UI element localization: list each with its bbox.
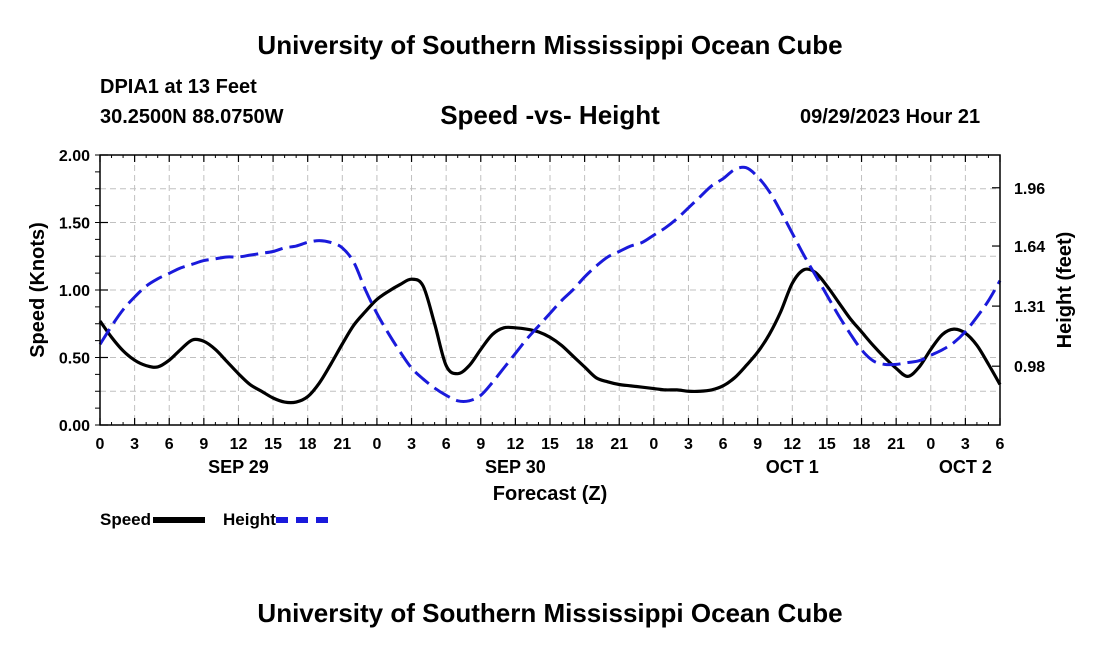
x-tick-label: 6 xyxy=(165,436,174,453)
grid-lines xyxy=(100,155,1000,425)
axis-labels: 0 3 6 9 12 15 18 21 0 3 6 9 12 15 18 21 0 3 6 9 12 15 18 21 0 3 6 S… xyxy=(59,148,1045,477)
day-label: OCT 1 xyxy=(766,457,819,477)
footer-title: University of Southern Mississippi Ocean… xyxy=(257,598,843,628)
day-label: SEP 29 xyxy=(208,457,269,477)
x-tick-label: 0 xyxy=(649,436,658,453)
x-tick-label: 0 xyxy=(926,436,935,453)
speed-series-line xyxy=(98,267,1002,405)
legend-height-swatch xyxy=(275,517,328,523)
x-tick-label: 21 xyxy=(610,436,628,453)
x-tick-label: 3 xyxy=(684,436,693,453)
y2-tick-label: 1.31 xyxy=(1014,299,1045,316)
x-tick-label: 9 xyxy=(476,436,485,453)
axis-ticks xyxy=(95,154,1001,426)
height-series-line xyxy=(98,165,1002,403)
x-tick-label: 3 xyxy=(130,436,139,453)
x-tick-label: 21 xyxy=(333,436,351,453)
y-tick-label: 1.50 xyxy=(59,216,90,233)
x-tick-label: 15 xyxy=(264,436,282,453)
station-coordinates: 30.2500N 88.0750W xyxy=(100,106,284,128)
chart-legend: Speed Height xyxy=(100,510,346,530)
y-axis-title: Speed (Knots) xyxy=(27,222,49,358)
legend-speed-swatch xyxy=(153,517,206,523)
y-tick-label: 1.00 xyxy=(59,283,90,300)
x-tick-label: 15 xyxy=(541,436,559,453)
day-label: OCT 2 xyxy=(939,457,992,477)
y-tick-label: 2.00 xyxy=(59,148,90,165)
day-label: SEP 30 xyxy=(485,457,546,477)
y2-tick-label: 1.96 xyxy=(1014,181,1045,198)
x-tick-label: 18 xyxy=(576,436,594,453)
y-tick-label: 0.00 xyxy=(59,418,90,435)
x-tick-label: 6 xyxy=(719,436,728,453)
x-tick-label: 3 xyxy=(407,436,416,453)
page-title: University of Southern Mississippi Ocean… xyxy=(257,30,843,60)
x-tick-label: 6 xyxy=(996,436,1005,453)
x-tick-label: 15 xyxy=(818,436,836,453)
y-tick-label: 0.50 xyxy=(59,351,90,368)
x-tick-label: 0 xyxy=(372,436,381,453)
series-lines xyxy=(98,165,1002,405)
x-tick-label: 18 xyxy=(299,436,317,453)
x-tick-label: 12 xyxy=(230,436,248,453)
y2-axis-title: Height (feet) xyxy=(1054,232,1076,349)
x-axis-title: Forecast (Z) xyxy=(493,483,607,505)
forecast-datetime: 09/29/2023 Hour 21 xyxy=(800,106,981,128)
y2-tick-label: 0.98 xyxy=(1014,359,1045,376)
chart-title: Speed -vs- Height xyxy=(440,100,660,130)
x-tick-label: 6 xyxy=(442,436,451,453)
legend-speed-label: Speed xyxy=(100,510,152,529)
x-tick-label: 3 xyxy=(961,436,970,453)
x-tick-label: 9 xyxy=(753,436,762,453)
legend-height-label: Height xyxy=(223,510,276,529)
x-tick-label: 0 xyxy=(96,436,105,453)
x-tick-label: 12 xyxy=(783,436,801,453)
x-tick-label: 21 xyxy=(887,436,905,453)
x-tick-label: 9 xyxy=(199,436,208,453)
station-label: DPIA1 at 13 Feet xyxy=(100,76,257,98)
x-tick-label: 18 xyxy=(853,436,871,453)
x-tick-label: 12 xyxy=(506,436,524,453)
y2-tick-label: 1.64 xyxy=(1014,239,1045,256)
